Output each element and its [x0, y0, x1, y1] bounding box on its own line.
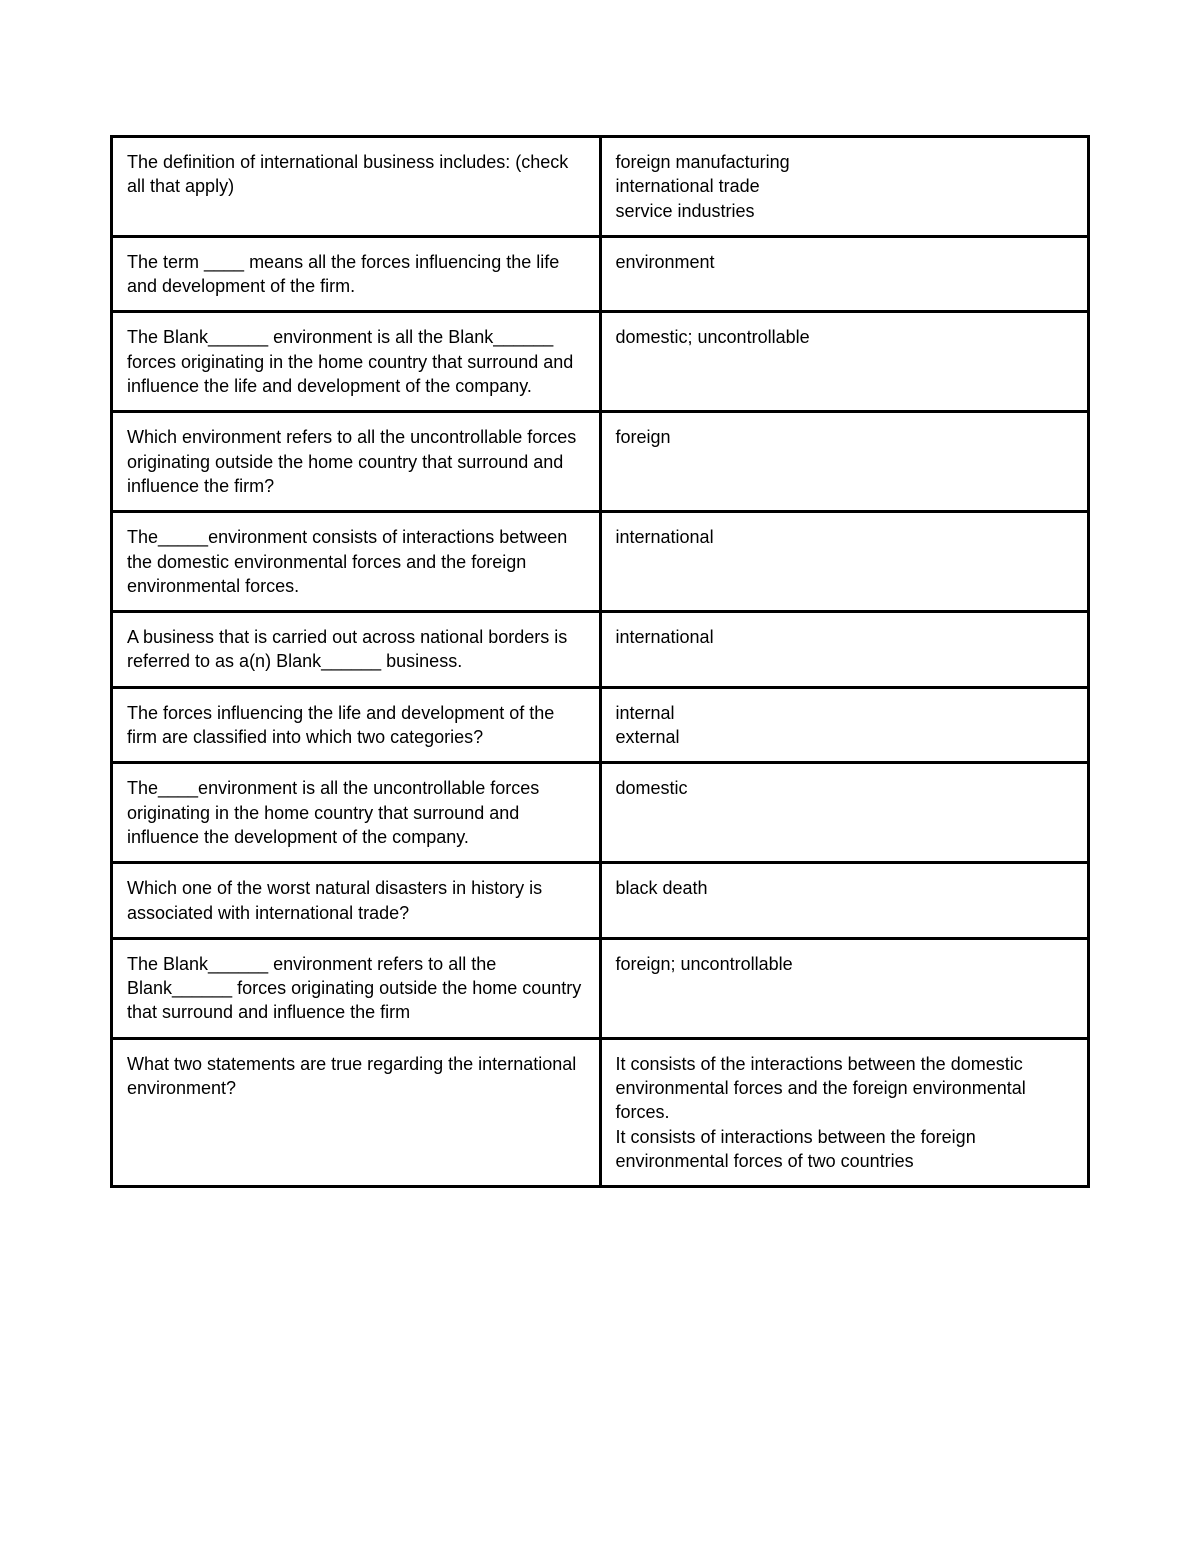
table-row: The____environment is all the uncontroll… [112, 763, 1089, 863]
question-text: The_____environment consists of interact… [127, 527, 567, 596]
answer-cell: domestic; uncontrollable [600, 312, 1089, 412]
table-row: The_____environment consists of interact… [112, 512, 1089, 612]
answer-line: foreign [616, 425, 1074, 449]
question-text: The term ____ means all the forces influ… [127, 252, 559, 296]
question-text: A business that is carried out across na… [127, 627, 567, 671]
table-row: What two statements are true regarding t… [112, 1038, 1089, 1186]
answer-line: domestic; uncontrollable [616, 325, 1074, 349]
answer-line: It consists of interactions between the … [616, 1125, 1074, 1174]
answer-cell: black death [600, 863, 1089, 939]
question-cell: The definition of international business… [112, 137, 601, 237]
question-cell: A business that is carried out across na… [112, 612, 601, 688]
answer-line: foreign manufacturing [616, 150, 1074, 174]
answer-cell: foreign manufacturinginternational trade… [600, 137, 1089, 237]
question-cell: What two statements are true regarding t… [112, 1038, 601, 1186]
question-cell: The term ____ means all the forces influ… [112, 236, 601, 312]
answer-line: foreign; uncontrollable [616, 952, 1074, 976]
table-row: Which environment refers to all the unco… [112, 412, 1089, 512]
question-text: The Blank______ environment refers to al… [127, 954, 581, 1023]
question-text: The forces influencing the life and deve… [127, 703, 554, 747]
table-row: The Blank______ environment refers to al… [112, 938, 1089, 1038]
question-cell: The_____environment consists of interact… [112, 512, 601, 612]
answer-line: environment [616, 250, 1074, 274]
answer-cell: international [600, 512, 1089, 612]
answer-cell: foreign; uncontrollable [600, 938, 1089, 1038]
question-cell: The____environment is all the uncontroll… [112, 763, 601, 863]
answer-line: internal [616, 701, 1074, 725]
answer-cell: foreign [600, 412, 1089, 512]
question-text: The____environment is all the uncontroll… [127, 778, 539, 847]
question-cell: The Blank______ environment is all the B… [112, 312, 601, 412]
answer-cell: international [600, 612, 1089, 688]
answer-line: international [616, 625, 1074, 649]
answer-line: It consists of the interactions between … [616, 1052, 1074, 1125]
qa-table: The definition of international business… [110, 135, 1090, 1188]
question-cell: Which environment refers to all the unco… [112, 412, 601, 512]
question-text: Which environment refers to all the unco… [127, 427, 576, 496]
question-text: Which one of the worst natural disasters… [127, 878, 542, 922]
answer-line: international trade [616, 174, 1074, 198]
table-row: The definition of international business… [112, 137, 1089, 237]
question-cell: Which one of the worst natural disasters… [112, 863, 601, 939]
question-text: The definition of international business… [127, 152, 568, 196]
document-page: The definition of international business… [0, 0, 1200, 1288]
table-row: Which one of the worst natural disasters… [112, 863, 1089, 939]
table-row: The Blank______ environment is all the B… [112, 312, 1089, 412]
answer-line: service industries [616, 199, 1074, 223]
answer-line: black death [616, 876, 1074, 900]
answer-cell: internalexternal [600, 687, 1089, 763]
table-row: The forces influencing the life and deve… [112, 687, 1089, 763]
question-text: What two statements are true regarding t… [127, 1054, 576, 1098]
table-row: The term ____ means all the forces influ… [112, 236, 1089, 312]
answer-cell: domestic [600, 763, 1089, 863]
table-row: A business that is carried out across na… [112, 612, 1089, 688]
answer-cell: environment [600, 236, 1089, 312]
answer-line: domestic [616, 776, 1074, 800]
answer-line: international [616, 525, 1074, 549]
answer-cell: It consists of the interactions between … [600, 1038, 1089, 1186]
question-cell: The Blank______ environment refers to al… [112, 938, 601, 1038]
question-text: The Blank______ environment is all the B… [127, 327, 573, 396]
question-cell: The forces influencing the life and deve… [112, 687, 601, 763]
answer-line: external [616, 725, 1074, 749]
qa-table-body: The definition of international business… [112, 137, 1089, 1187]
